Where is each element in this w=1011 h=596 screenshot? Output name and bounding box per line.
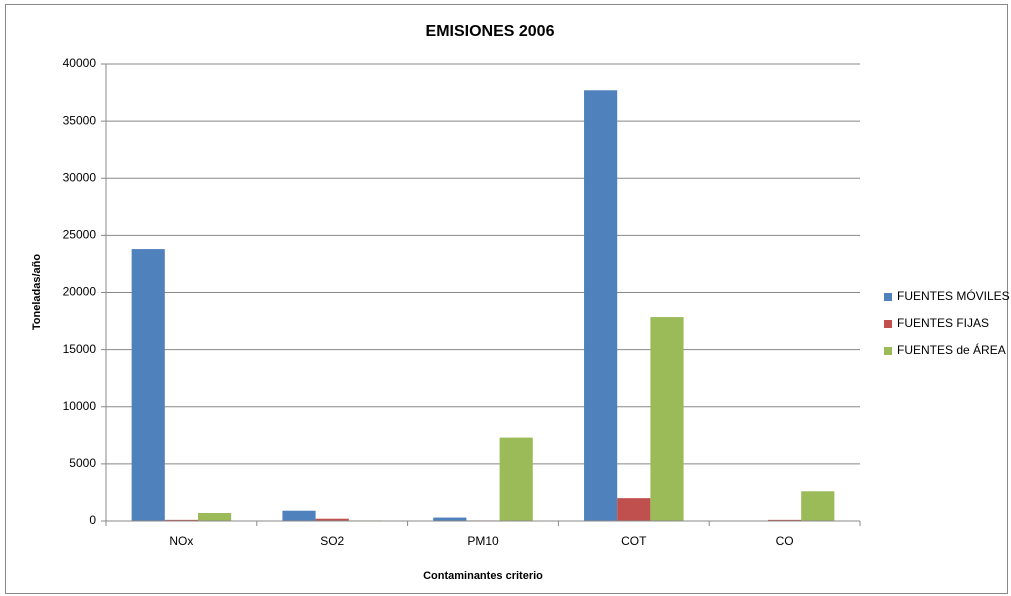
- bar: [801, 491, 835, 521]
- bar: [584, 90, 618, 521]
- y-tick-label: 35000: [63, 113, 97, 127]
- y-axis-title: Toneladas/año: [31, 254, 43, 330]
- legend-label: FUENTES de ÁREA: [897, 342, 1006, 357]
- legend-label: FUENTES MÓVILES: [897, 288, 1010, 303]
- bar: [768, 519, 802, 521]
- legend-label: FUENTES FIJAS: [897, 316, 989, 330]
- y-tick-label: 25000: [63, 228, 97, 242]
- y-tick-label: 15000: [63, 342, 97, 356]
- bar: [164, 519, 198, 521]
- chart-title: EMISIONES 2006: [426, 23, 555, 40]
- x-tick-label: COT: [621, 534, 647, 548]
- x-tick-label: CO: [776, 534, 794, 548]
- x-tick-label: NOx: [169, 534, 193, 548]
- y-tick-label: 30000: [63, 170, 97, 184]
- legend-swatch: [884, 320, 892, 328]
- legend-swatch: [884, 347, 892, 355]
- x-tick-label: SO2: [320, 534, 344, 548]
- bar: [650, 317, 684, 521]
- x-tick-label: PM10: [467, 534, 499, 548]
- y-tick-label: 40000: [63, 56, 97, 70]
- legend-swatch: [884, 293, 892, 301]
- bar: [131, 249, 165, 521]
- bar: [315, 518, 349, 521]
- y-tick-label: 10000: [63, 399, 97, 413]
- bar: [433, 517, 467, 521]
- y-tick-label: 0: [89, 513, 96, 527]
- bar: [617, 498, 651, 521]
- bar: [282, 510, 316, 521]
- y-tick-label: 20000: [63, 285, 97, 299]
- bar: [197, 513, 232, 521]
- x-axis-title: Contaminantes criterio: [423, 570, 543, 582]
- y-tick-label: 5000: [69, 456, 96, 470]
- bar: [499, 437, 533, 521]
